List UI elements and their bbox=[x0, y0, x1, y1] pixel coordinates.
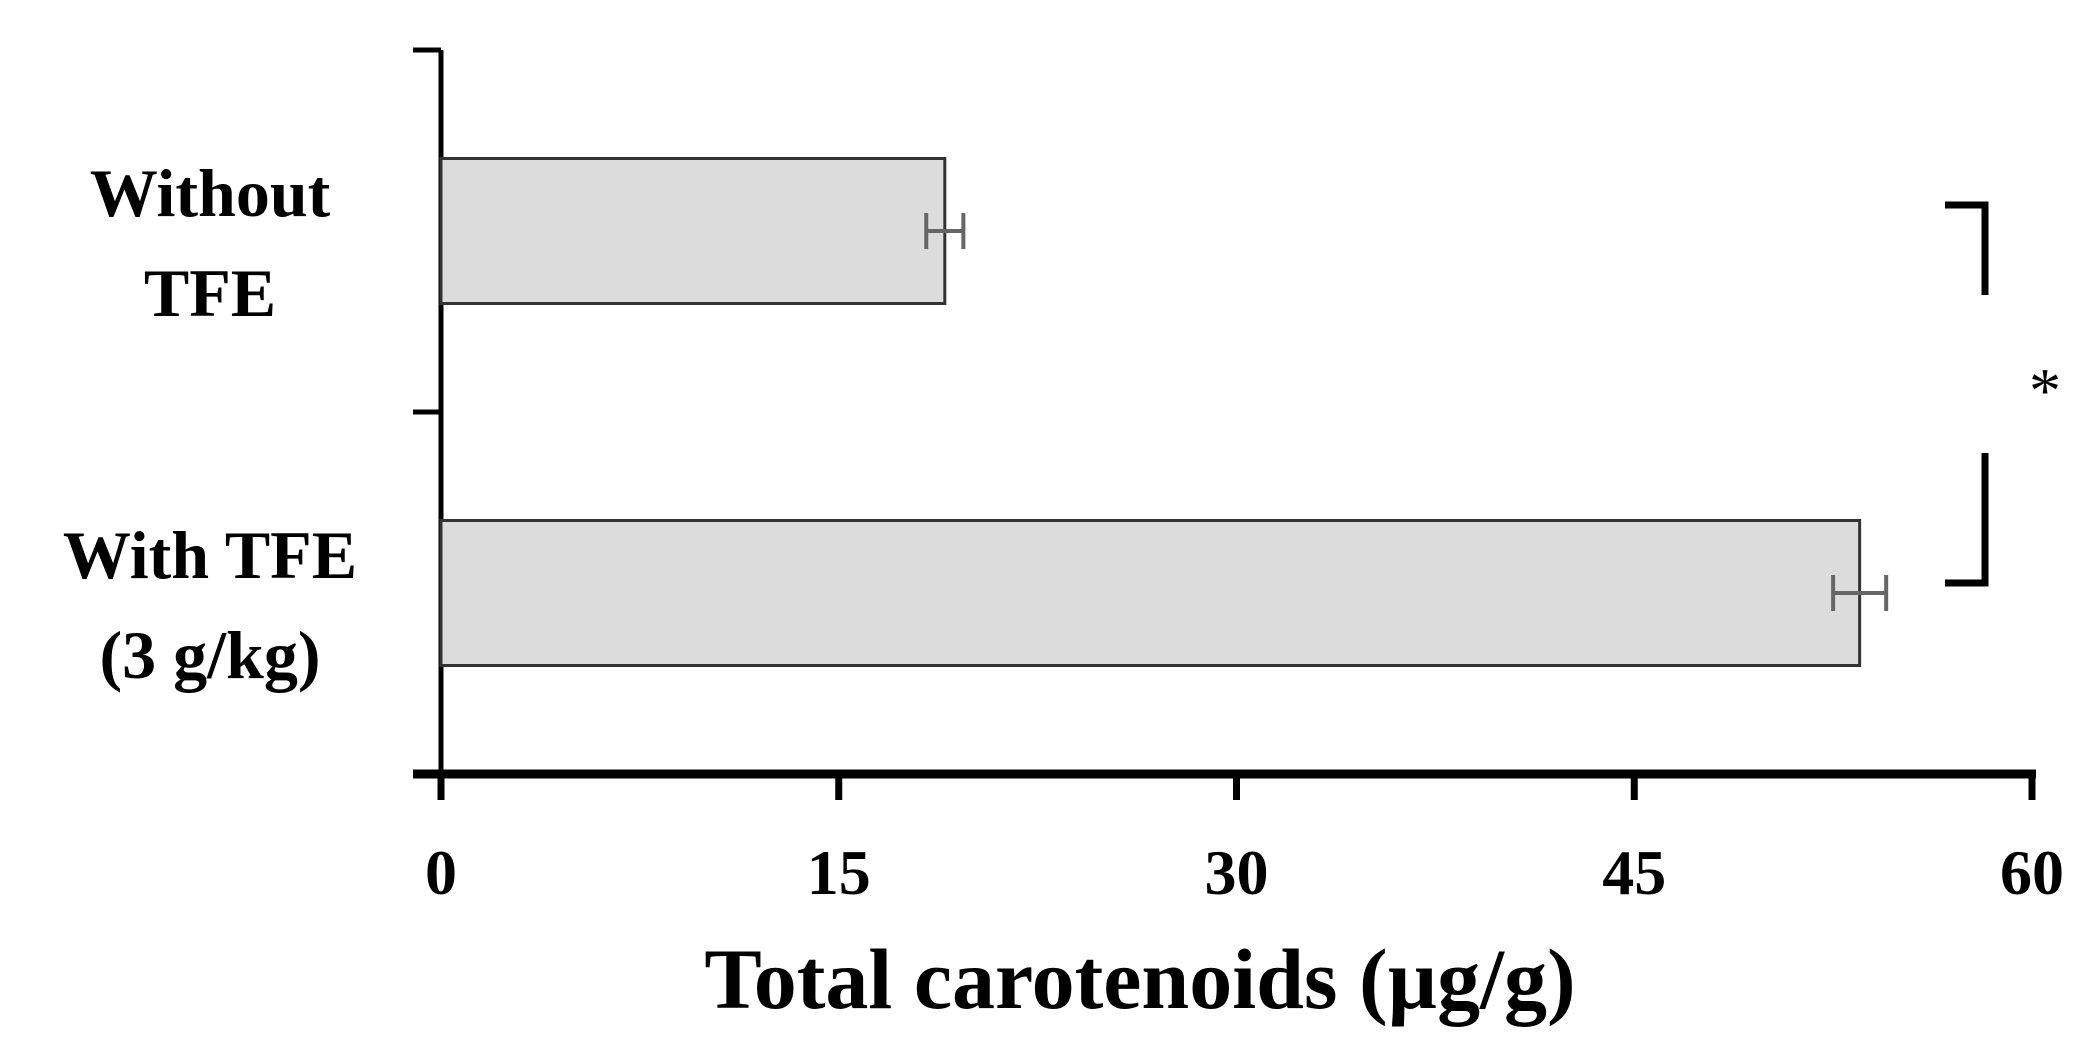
significance-bracket-bottom bbox=[1945, 453, 1989, 587]
x-tick-label: 45 bbox=[1602, 837, 1666, 908]
x-tick-label: 15 bbox=[807, 837, 871, 908]
x-tick-label: 0 bbox=[425, 837, 457, 908]
category-label: TFE bbox=[144, 255, 276, 331]
category-label: Without bbox=[90, 155, 331, 231]
x-tick-label: 60 bbox=[2000, 837, 2064, 908]
plot-area: 0 15 30 45 60 Without TFE With TFE (3 g/kg) bbox=[63, 47, 2064, 908]
category-label: (3 g/kg) bbox=[100, 617, 321, 693]
bar bbox=[439, 519, 1862, 667]
significance-bracket-top bbox=[1945, 201, 1989, 295]
bar bbox=[439, 157, 947, 305]
x-axis-title: Total carotenoids (µg/g) bbox=[704, 931, 1575, 1027]
x-tick-label: 30 bbox=[1205, 837, 1269, 908]
category-label: With TFE bbox=[63, 517, 357, 593]
significance-label: * bbox=[2029, 355, 2061, 426]
